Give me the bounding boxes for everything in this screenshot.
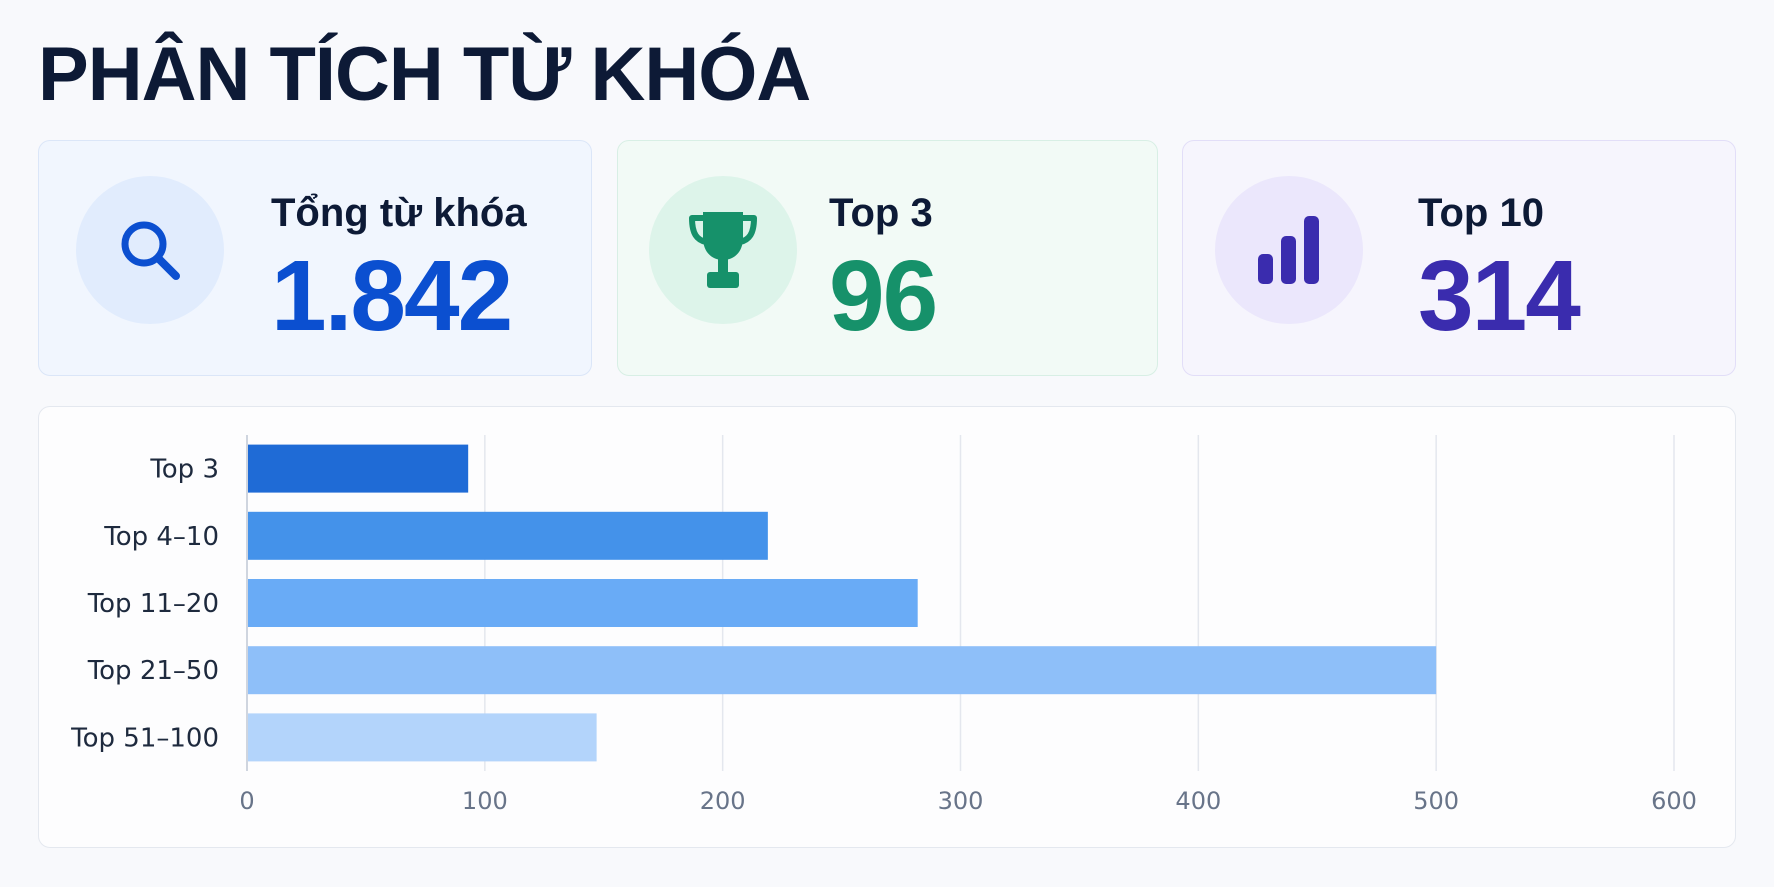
- kpi-label: Top 3: [829, 191, 933, 235]
- page-title: PHÂN TÍCH TỪ KHÓA: [38, 32, 811, 117]
- category-label: Top 4–10: [103, 522, 219, 552]
- category-label: Top 51–100: [70, 723, 219, 753]
- x-tick-label: 0: [239, 787, 254, 815]
- bar-chart-card: 0 100 200 300 400 500 600 Top 3 Top 4–10 Top 11–2…: [38, 406, 1736, 848]
- kpi-label: Top 10: [1418, 191, 1544, 235]
- bar: [248, 713, 597, 762]
- kpi-value: 1.842: [271, 240, 513, 352]
- bar: [248, 579, 918, 627]
- kpi-icon-badge: [649, 176, 797, 324]
- kpi-card-top-10: Top 10 314: [1182, 140, 1736, 376]
- bar: [248, 511, 768, 560]
- kpi-card-total-keywords: Tổng từ khóa 1.842: [38, 140, 592, 376]
- kpi-card-top-3: Top 3 96: [617, 140, 1158, 376]
- x-tick-label: 600: [1651, 787, 1697, 815]
- kpi-value: 314: [1418, 240, 1581, 352]
- category-label: Top 11–20: [87, 589, 219, 619]
- bar-chart: 0 100 200 300 400 500 600 Top 3 Top 4–10 Top 11–2…: [70, 435, 1697, 815]
- kpi-icon-badge: [76, 176, 224, 324]
- bar-chart-icon: [1258, 216, 1319, 284]
- x-tick-label: 100: [462, 787, 508, 815]
- bar: [248, 646, 1437, 695]
- x-tick-label: 200: [700, 787, 746, 815]
- bar: [248, 444, 469, 493]
- trophy-icon: [689, 212, 757, 288]
- x-tick-label: 400: [1175, 787, 1221, 815]
- kpi-value: 96: [829, 240, 938, 352]
- x-tick-label: 500: [1413, 787, 1459, 815]
- kpi-label: Tổng từ khóa: [271, 191, 527, 235]
- x-tick-label: 300: [938, 787, 984, 815]
- category-label: Top 3: [149, 455, 219, 485]
- category-label: Top 21–50: [87, 656, 219, 686]
- search-icon: [121, 221, 180, 280]
- kpi-icon-badge: [1215, 176, 1363, 324]
